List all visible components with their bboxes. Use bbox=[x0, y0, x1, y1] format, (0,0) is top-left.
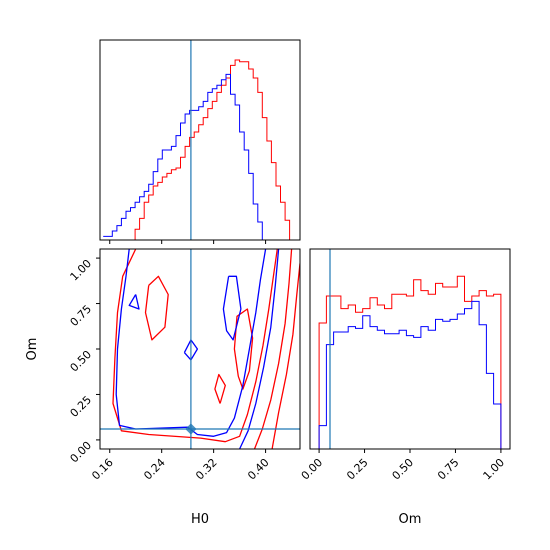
x-axis-label-h0: H0 bbox=[191, 512, 209, 527]
x-tick-label-1: 0.24 bbox=[141, 456, 168, 483]
x-tick-label-0: 0.16 bbox=[89, 456, 116, 483]
contour-series-0-level-5 bbox=[214, 373, 226, 404]
contour-series-1-level-1 bbox=[239, 249, 280, 449]
h0-marginal-panel bbox=[99, 39, 301, 244]
y-tick-label-1: 0.25 bbox=[68, 393, 95, 420]
om-histogram-layer bbox=[310, 249, 502, 450]
contour-series-1-level-4 bbox=[128, 294, 140, 310]
om-hist-series-1 bbox=[310, 300, 502, 450]
om-hist-series-0 bbox=[310, 275, 502, 450]
om-marginal-ticks: 0.00 0.25 0.50 0.75 1.00 bbox=[299, 449, 507, 482]
x-tick-label-2: 0.32 bbox=[193, 456, 220, 483]
h0-marginal-ticks bbox=[109, 240, 267, 244]
om-x-tick-label-2: 0.50 bbox=[390, 456, 417, 483]
joint-truth-marker bbox=[185, 423, 197, 435]
om-x-tick-label-3: 0.75 bbox=[435, 456, 462, 483]
om-x-tick-label-0: 0.00 bbox=[299, 456, 326, 483]
y-tick-label-4: 1.00 bbox=[68, 257, 95, 284]
x-axis-label-om: Om bbox=[399, 512, 422, 527]
y-tick-label-0: 0.00 bbox=[68, 439, 95, 466]
contour-series-0-level-2 bbox=[271, 263, 300, 449]
h0-histogram-layer bbox=[103, 40, 299, 241]
contour-series-1-level-3 bbox=[183, 339, 199, 361]
contour-series-1-level-2 bbox=[222, 275, 242, 341]
om-x-tick-label-1: 0.25 bbox=[344, 456, 371, 483]
joint-frame bbox=[99, 248, 301, 450]
contour-series-0-level-0 bbox=[112, 249, 278, 443]
h0-marginal-frame bbox=[99, 39, 301, 241]
h0-hist-series-0 bbox=[103, 59, 299, 241]
om-marginal-panel: 0.00 0.25 0.50 0.75 1.00 Om bbox=[299, 248, 511, 527]
y-axis-label-om: Om bbox=[25, 338, 40, 361]
x-tick-label-3: 0.40 bbox=[245, 456, 272, 483]
joint-panel: 0.16 0.24 0.32 0.400.000.250.500.751.00 H0 … bbox=[25, 248, 301, 527]
joint-ticks: 0.16 0.24 0.32 0.40 0.00 0.25 0.50 0.75 1.00 bbox=[68, 257, 272, 482]
y-tick-label-3: 0.75 bbox=[68, 302, 95, 329]
contour-series-0-level-3 bbox=[233, 308, 254, 390]
om-marginal-frame bbox=[309, 248, 511, 450]
y-tick-label-2: 0.50 bbox=[68, 348, 95, 375]
h0-hist-series-1 bbox=[103, 73, 299, 241]
om-x-tick-label-4: 1.00 bbox=[481, 456, 508, 483]
joint-contour-layer bbox=[100, 249, 300, 449]
contour-series-0-level-4 bbox=[144, 275, 169, 341]
contour-series-1-level-0 bbox=[115, 249, 267, 437]
